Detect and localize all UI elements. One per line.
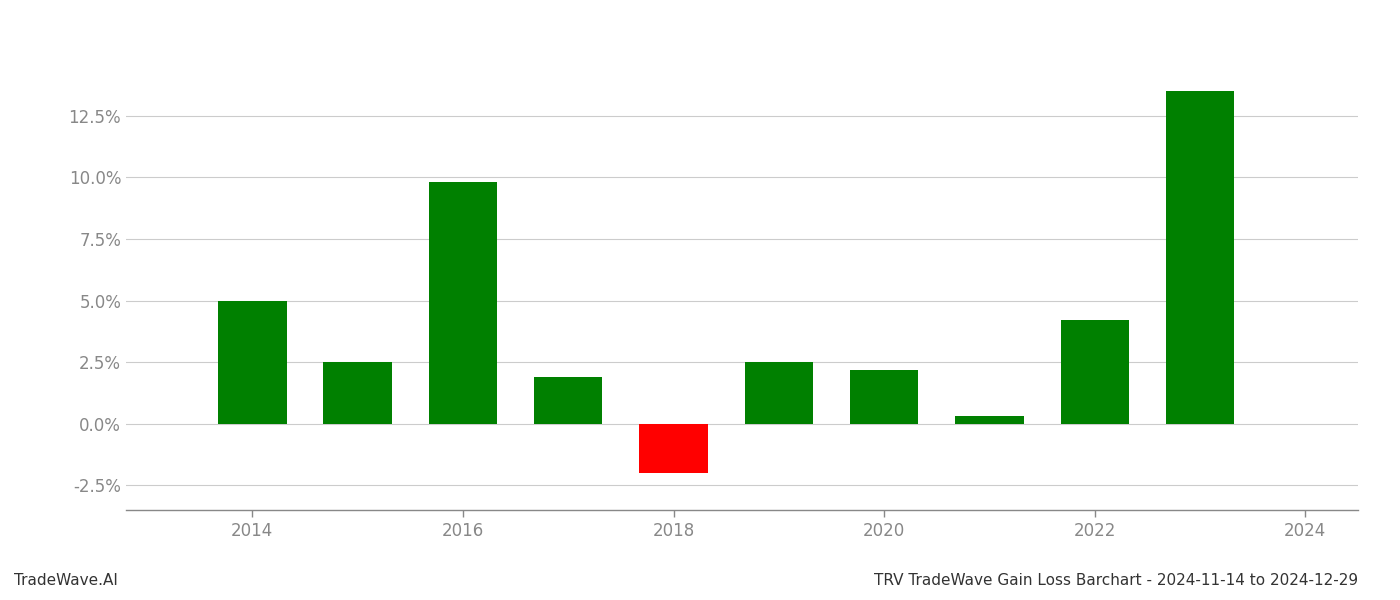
Bar	[1166, 91, 1235, 424]
Bar	[323, 362, 392, 424]
Bar	[218, 301, 287, 424]
Bar	[745, 362, 813, 424]
Bar	[1061, 320, 1128, 424]
Bar	[640, 424, 708, 473]
Bar	[533, 377, 602, 424]
Bar	[955, 416, 1023, 424]
Text: TradeWave.AI: TradeWave.AI	[14, 573, 118, 588]
Bar	[850, 370, 918, 424]
Text: TRV TradeWave Gain Loss Barchart - 2024-11-14 to 2024-12-29: TRV TradeWave Gain Loss Barchart - 2024-…	[874, 573, 1358, 588]
Bar	[428, 182, 497, 424]
